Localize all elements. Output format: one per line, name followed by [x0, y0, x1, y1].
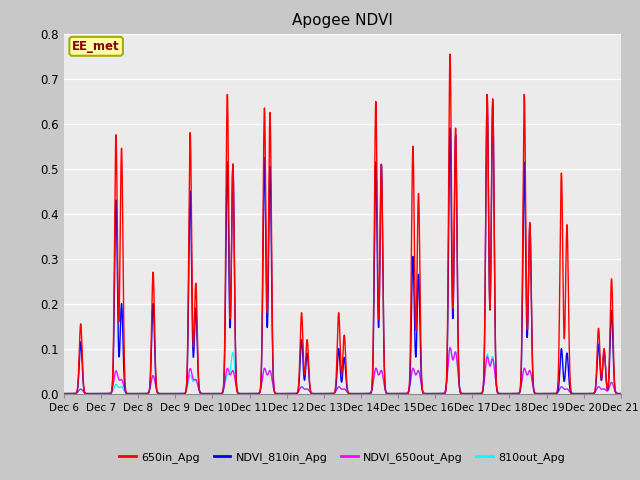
- Text: EE_met: EE_met: [72, 40, 120, 53]
- Title: Apogee NDVI: Apogee NDVI: [292, 13, 393, 28]
- Legend: 650in_Apg, NDVI_810in_Apg, NDVI_650out_Apg, 810out_Apg: 650in_Apg, NDVI_810in_Apg, NDVI_650out_A…: [115, 447, 570, 467]
